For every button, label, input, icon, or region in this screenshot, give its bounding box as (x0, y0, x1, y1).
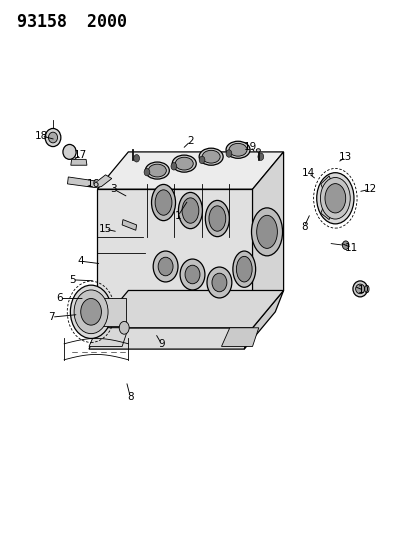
Circle shape (133, 155, 139, 162)
Text: 1: 1 (174, 211, 181, 221)
Text: 11: 11 (344, 243, 358, 253)
Circle shape (144, 168, 150, 176)
Ellipse shape (228, 143, 247, 156)
Polygon shape (221, 328, 258, 346)
Ellipse shape (155, 190, 171, 215)
Circle shape (171, 163, 176, 170)
Ellipse shape (182, 198, 198, 223)
Ellipse shape (256, 149, 260, 152)
Ellipse shape (355, 284, 364, 294)
Ellipse shape (320, 177, 349, 219)
Ellipse shape (180, 259, 204, 290)
Polygon shape (257, 151, 259, 160)
Polygon shape (320, 176, 330, 189)
Ellipse shape (236, 256, 252, 282)
Ellipse shape (225, 141, 249, 158)
Ellipse shape (70, 285, 112, 338)
Text: 6: 6 (57, 294, 63, 303)
Text: 9: 9 (158, 339, 164, 349)
Text: 17: 17 (74, 150, 87, 159)
Text: 14: 14 (301, 168, 314, 178)
Ellipse shape (316, 173, 353, 224)
Ellipse shape (209, 206, 225, 231)
Ellipse shape (74, 290, 108, 334)
Text: 10: 10 (357, 286, 370, 295)
Ellipse shape (232, 251, 255, 287)
Ellipse shape (81, 298, 101, 325)
Ellipse shape (178, 192, 202, 229)
Polygon shape (122, 220, 136, 230)
Ellipse shape (205, 200, 229, 237)
Ellipse shape (151, 184, 175, 221)
Text: 5: 5 (69, 275, 76, 285)
Text: 16: 16 (86, 179, 100, 189)
Text: 8: 8 (127, 392, 133, 402)
Ellipse shape (199, 148, 223, 165)
Text: 19: 19 (243, 142, 256, 151)
Polygon shape (244, 290, 283, 349)
Ellipse shape (251, 208, 282, 256)
Text: 18: 18 (35, 131, 48, 141)
Text: 3: 3 (110, 184, 117, 194)
Ellipse shape (172, 155, 196, 172)
Ellipse shape (202, 150, 220, 163)
Text: 13: 13 (338, 152, 351, 162)
Polygon shape (71, 159, 87, 165)
Polygon shape (131, 149, 133, 160)
Ellipse shape (153, 251, 178, 282)
Polygon shape (89, 328, 252, 349)
Circle shape (199, 156, 204, 164)
Ellipse shape (211, 273, 226, 292)
Polygon shape (95, 298, 126, 326)
Polygon shape (97, 189, 252, 328)
Ellipse shape (148, 164, 166, 177)
Ellipse shape (324, 183, 345, 213)
Circle shape (257, 153, 263, 160)
Ellipse shape (45, 128, 61, 147)
Ellipse shape (256, 215, 277, 248)
Text: 8: 8 (300, 222, 307, 231)
Polygon shape (252, 152, 283, 328)
Text: 12: 12 (363, 184, 376, 194)
Polygon shape (67, 175, 112, 188)
Ellipse shape (352, 281, 367, 297)
Circle shape (342, 241, 348, 249)
Ellipse shape (175, 157, 193, 170)
Ellipse shape (145, 162, 169, 179)
Ellipse shape (158, 257, 173, 276)
Text: 15: 15 (99, 224, 112, 234)
Text: 7: 7 (48, 312, 55, 322)
Polygon shape (320, 208, 330, 220)
Text: 93158  2000: 93158 2000 (17, 13, 126, 31)
Polygon shape (97, 152, 283, 189)
Text: 4: 4 (77, 256, 84, 266)
Ellipse shape (206, 267, 231, 298)
Circle shape (225, 150, 231, 157)
Text: 2: 2 (187, 136, 193, 146)
Circle shape (119, 321, 129, 334)
Ellipse shape (48, 132, 57, 143)
Ellipse shape (63, 144, 76, 159)
Polygon shape (97, 290, 283, 328)
Ellipse shape (185, 265, 199, 284)
Polygon shape (89, 328, 128, 346)
